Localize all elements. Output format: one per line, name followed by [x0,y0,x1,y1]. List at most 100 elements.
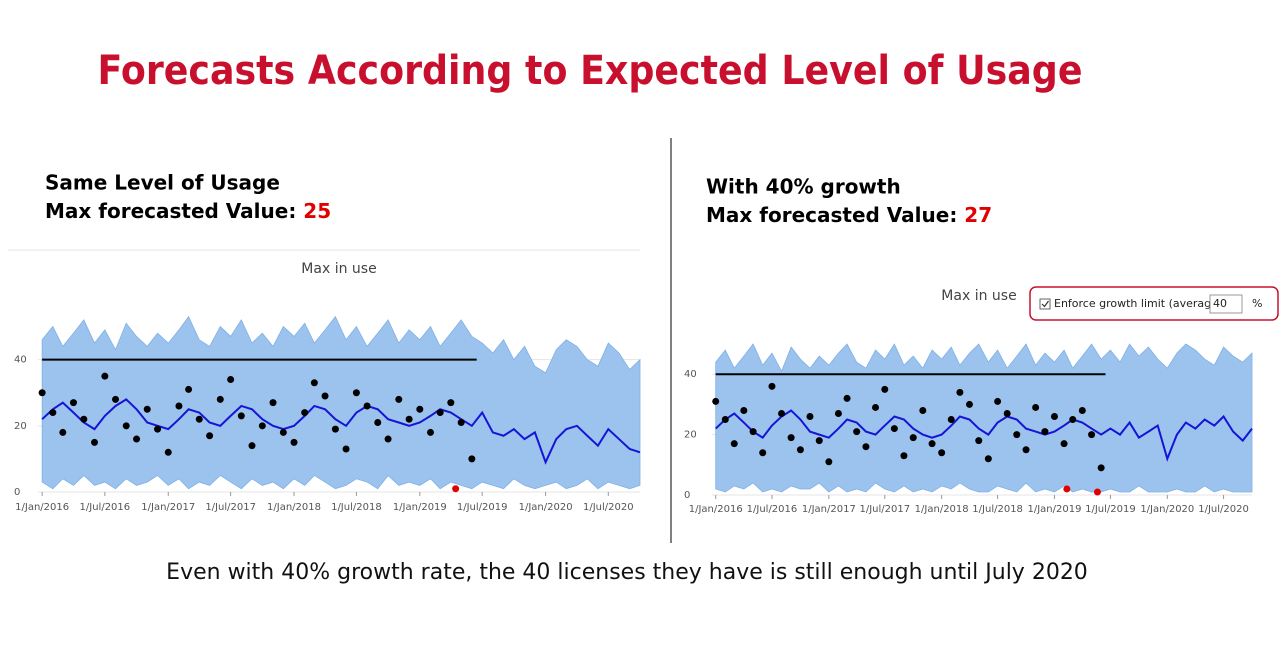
data-point [59,428,67,436]
data-point [331,425,339,433]
max-label: Max forecasted Value: [706,203,957,227]
data-point [164,448,172,456]
data-point [227,375,235,383]
y-tick-label: 0 [684,490,690,501]
data-point [342,445,350,453]
control-label: Enforce growth limit (average) [1054,297,1222,310]
series-line [41,398,641,465]
data-point [900,452,908,460]
data-point [843,394,851,402]
data-point [248,442,256,450]
x-tick-label: 1/Jan/2016 [15,502,69,513]
data-point [740,406,748,414]
input-box[interactable] [1209,294,1243,314]
x-tick-label: 1/Jan/2019 [393,502,447,513]
footnote: Even with 40% growth rate, the 40 licens… [166,560,1088,585]
y-tick-label: 40 [684,369,697,380]
data-point [938,449,946,457]
y-tick-label: 20 [14,421,27,432]
data-point [447,399,455,407]
forecast-band [41,315,641,490]
data-point [206,432,214,440]
data-point [80,415,88,423]
data-point [269,399,277,407]
x-tick-label: 1/Jul/2016 [80,502,131,513]
chart-title: Max in use [301,261,376,277]
chart: Max in use 0 20 40 1/Jan/2016 1/Jul/2016 1/Jan… [14,261,641,513]
max-value: 27 [964,203,992,227]
data-point [237,412,245,420]
data-point [1013,431,1021,439]
data-point [1069,416,1077,424]
max-line: Max forecasted Value: 27 [706,203,992,227]
data-point [956,388,964,396]
data-point [975,437,983,445]
x-tick-label: 1/Jul/2016 [747,504,798,515]
data-point [133,435,141,443]
x-tick-label: 1/Jul/2017 [859,504,910,515]
data-point [862,443,870,451]
data-point [363,402,371,410]
data-point [1050,413,1058,421]
data-point [468,455,476,463]
x-tick-label: 1/Jul/2019 [1085,504,1136,515]
data-point [457,419,465,427]
forecast-band [715,343,1253,493]
data-point [395,395,403,403]
x-tick-label: 1/Jul/2020 [583,502,634,513]
data-point [919,406,927,414]
data-point [1003,409,1011,417]
data-point [984,455,992,463]
data-point [405,415,413,423]
data-point [216,395,224,403]
panel-heading: Same Level of Usage [45,171,280,195]
data-point [38,389,46,397]
data-point [853,428,861,436]
data-point [872,403,880,411]
x-tick-label: 1/Jan/2017 [802,504,856,515]
data-point [279,428,287,436]
x-tick-label: 1/Jan/2020 [519,502,573,513]
x-tick-label: 1/Jul/2019 [457,502,508,513]
data-point [374,419,382,427]
data-point [310,379,318,387]
data-point [909,434,917,442]
data-point [195,415,203,423]
data-point [928,440,936,448]
data-point [436,409,444,417]
x-tick-label: 1/Jan/2020 [1140,504,1194,515]
x-tick-label: 1/Jul/2020 [1198,504,1249,515]
checkbox[interactable] [1039,298,1051,310]
data-point [712,397,720,405]
x-tick-label: 1/Jan/2018 [267,502,321,513]
data-point [890,425,898,433]
data-point [825,458,833,466]
x-tick-label: 1/Jul/2018 [331,502,382,513]
data-point [1063,485,1071,493]
y-tick-label: 20 [684,430,697,441]
x-tick-label: 1/Jul/2018 [972,504,1023,515]
data-point [806,413,814,421]
x-tick-label: 1/Jan/2016 [689,504,743,515]
growth-control: Enforce growth limit (average) 40 % [1029,286,1279,321]
y-tick-label: 40 [14,355,27,366]
data-point [730,440,738,448]
series-line [715,409,1253,462]
data-point [175,402,183,410]
max-value: 25 [303,199,331,223]
data-point [258,422,266,430]
data-point [1032,403,1040,411]
max-label: Max forecasted Value: [45,199,296,223]
data-point [815,437,823,445]
data-point [834,409,842,417]
data-point [994,397,1002,405]
x-tick-label: 1/Jan/2017 [141,502,195,513]
data-point [1093,488,1101,496]
slide-title: Forecasts According to Expected Level of… [98,48,1083,94]
chart: Max in use 0 20 40 1/Jan/2016 1/Jul/2016 1/Jan… [684,288,1253,515]
data-point [881,385,889,393]
data-point [69,399,77,407]
data-point [1078,406,1086,414]
x-tick-label: 1/Jul/2017 [205,502,256,513]
